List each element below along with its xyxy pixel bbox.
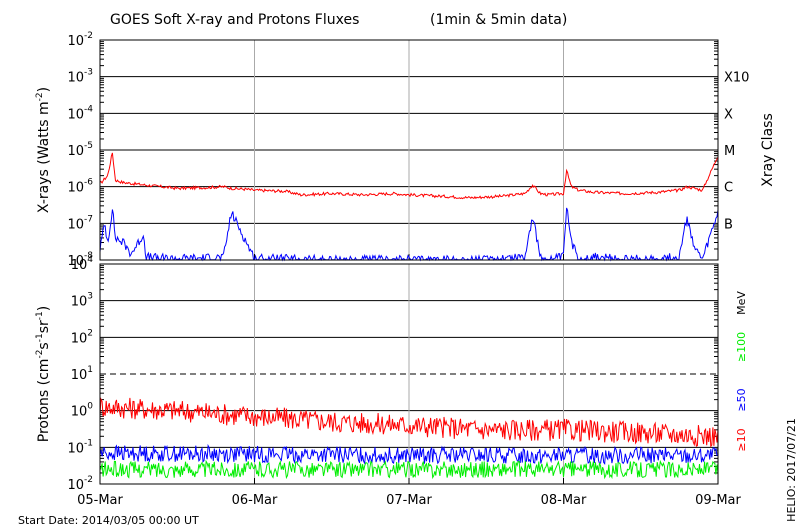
xray-class-labels: B C M X X10 xyxy=(724,71,749,233)
proton-frame xyxy=(99,263,719,485)
xray-frame xyxy=(99,39,719,261)
start-date: Start Date: 2014/03/05 00:00 UT xyxy=(18,514,199,527)
legend-ge10: ≥10 xyxy=(735,428,748,451)
x-tick-label: 09-Mar xyxy=(695,493,741,508)
legend-ge50: ≥50 xyxy=(735,388,748,411)
xray-y-axis-label: X-rays (Watts m-2) xyxy=(35,87,52,213)
xray-class-x: X xyxy=(724,107,733,122)
x-tick-label: 07-Mar xyxy=(386,493,432,508)
helio-credit: HELIO: 2017/07/21 xyxy=(785,418,798,522)
y-tick-label: 100 xyxy=(71,402,94,420)
proton-day-separators xyxy=(99,264,719,484)
proton-y-tick-labels: 10-2 10-1 100 101 102 103 104 xyxy=(67,255,93,493)
y-tick-label: 10-2 xyxy=(67,31,93,49)
y-tick-label: 103 xyxy=(71,292,93,310)
x-tick-label: 05-Mar xyxy=(77,493,123,508)
xray-class-b: B xyxy=(724,217,733,232)
legend-ge100: ≥100 xyxy=(735,332,748,362)
y-tick-label: 10-1 xyxy=(67,438,93,456)
y-tick-label: 10-5 xyxy=(67,141,93,159)
y-tick-label: 10-6 xyxy=(67,178,93,196)
proton-legend: ≥10 ≥50 ≥100 xyxy=(735,332,748,452)
chart-title-suffix: (1min & 5min data) xyxy=(430,12,567,28)
xray-day-separators xyxy=(99,40,719,260)
proton-y-axis-label: Protons (cm-2s-1sr-1) xyxy=(35,306,52,442)
mev-label: MeV xyxy=(735,291,748,315)
xray-series-group xyxy=(99,152,719,262)
x-tick-label: 08-Mar xyxy=(541,493,587,508)
y-tick-label: 10-2 xyxy=(67,475,93,493)
y-tick-label: 10-7 xyxy=(67,214,93,232)
xray-class-x10: X10 xyxy=(724,71,749,86)
x-tick-label: 06-Mar xyxy=(232,493,278,508)
y-tick-label: 101 xyxy=(71,365,93,383)
proton-panel: 10-2 10-1 100 101 102 103 104 Protons (cm-2s-1… xyxy=(35,255,748,493)
xray-panel: 10-8 10-7 10-6 10-5 10-4 10-3 10-2 B C M X X10 Xra… xyxy=(35,31,776,269)
y-tick-label: 104 xyxy=(71,255,94,273)
xray-class-axis-label: Xray Class xyxy=(760,113,776,187)
prot-series-2 xyxy=(99,459,719,480)
x-tick-labels: 05-Mar 06-Mar 07-Mar 08-Mar 09-Mar xyxy=(77,493,741,508)
chart-title: GOES Soft X-ray and Protons Fluxes xyxy=(110,12,359,28)
xray-class-c: C xyxy=(724,181,733,196)
proton-series-group xyxy=(99,397,719,480)
xray-class-m: M xyxy=(724,144,735,159)
y-tick-label: 10-3 xyxy=(67,68,93,86)
prot-series-1 xyxy=(99,443,719,466)
y-tick-label: 10-4 xyxy=(67,104,93,122)
y-tick-label: 102 xyxy=(71,328,93,346)
xray-series-1 xyxy=(99,207,719,262)
y-tick-label: 10-8 xyxy=(67,251,93,269)
xray-y-tick-labels: 10-8 10-7 10-6 10-5 10-4 10-3 10-2 xyxy=(67,31,93,269)
xray-series-0 xyxy=(99,152,719,200)
prot-series-0 xyxy=(99,397,719,448)
